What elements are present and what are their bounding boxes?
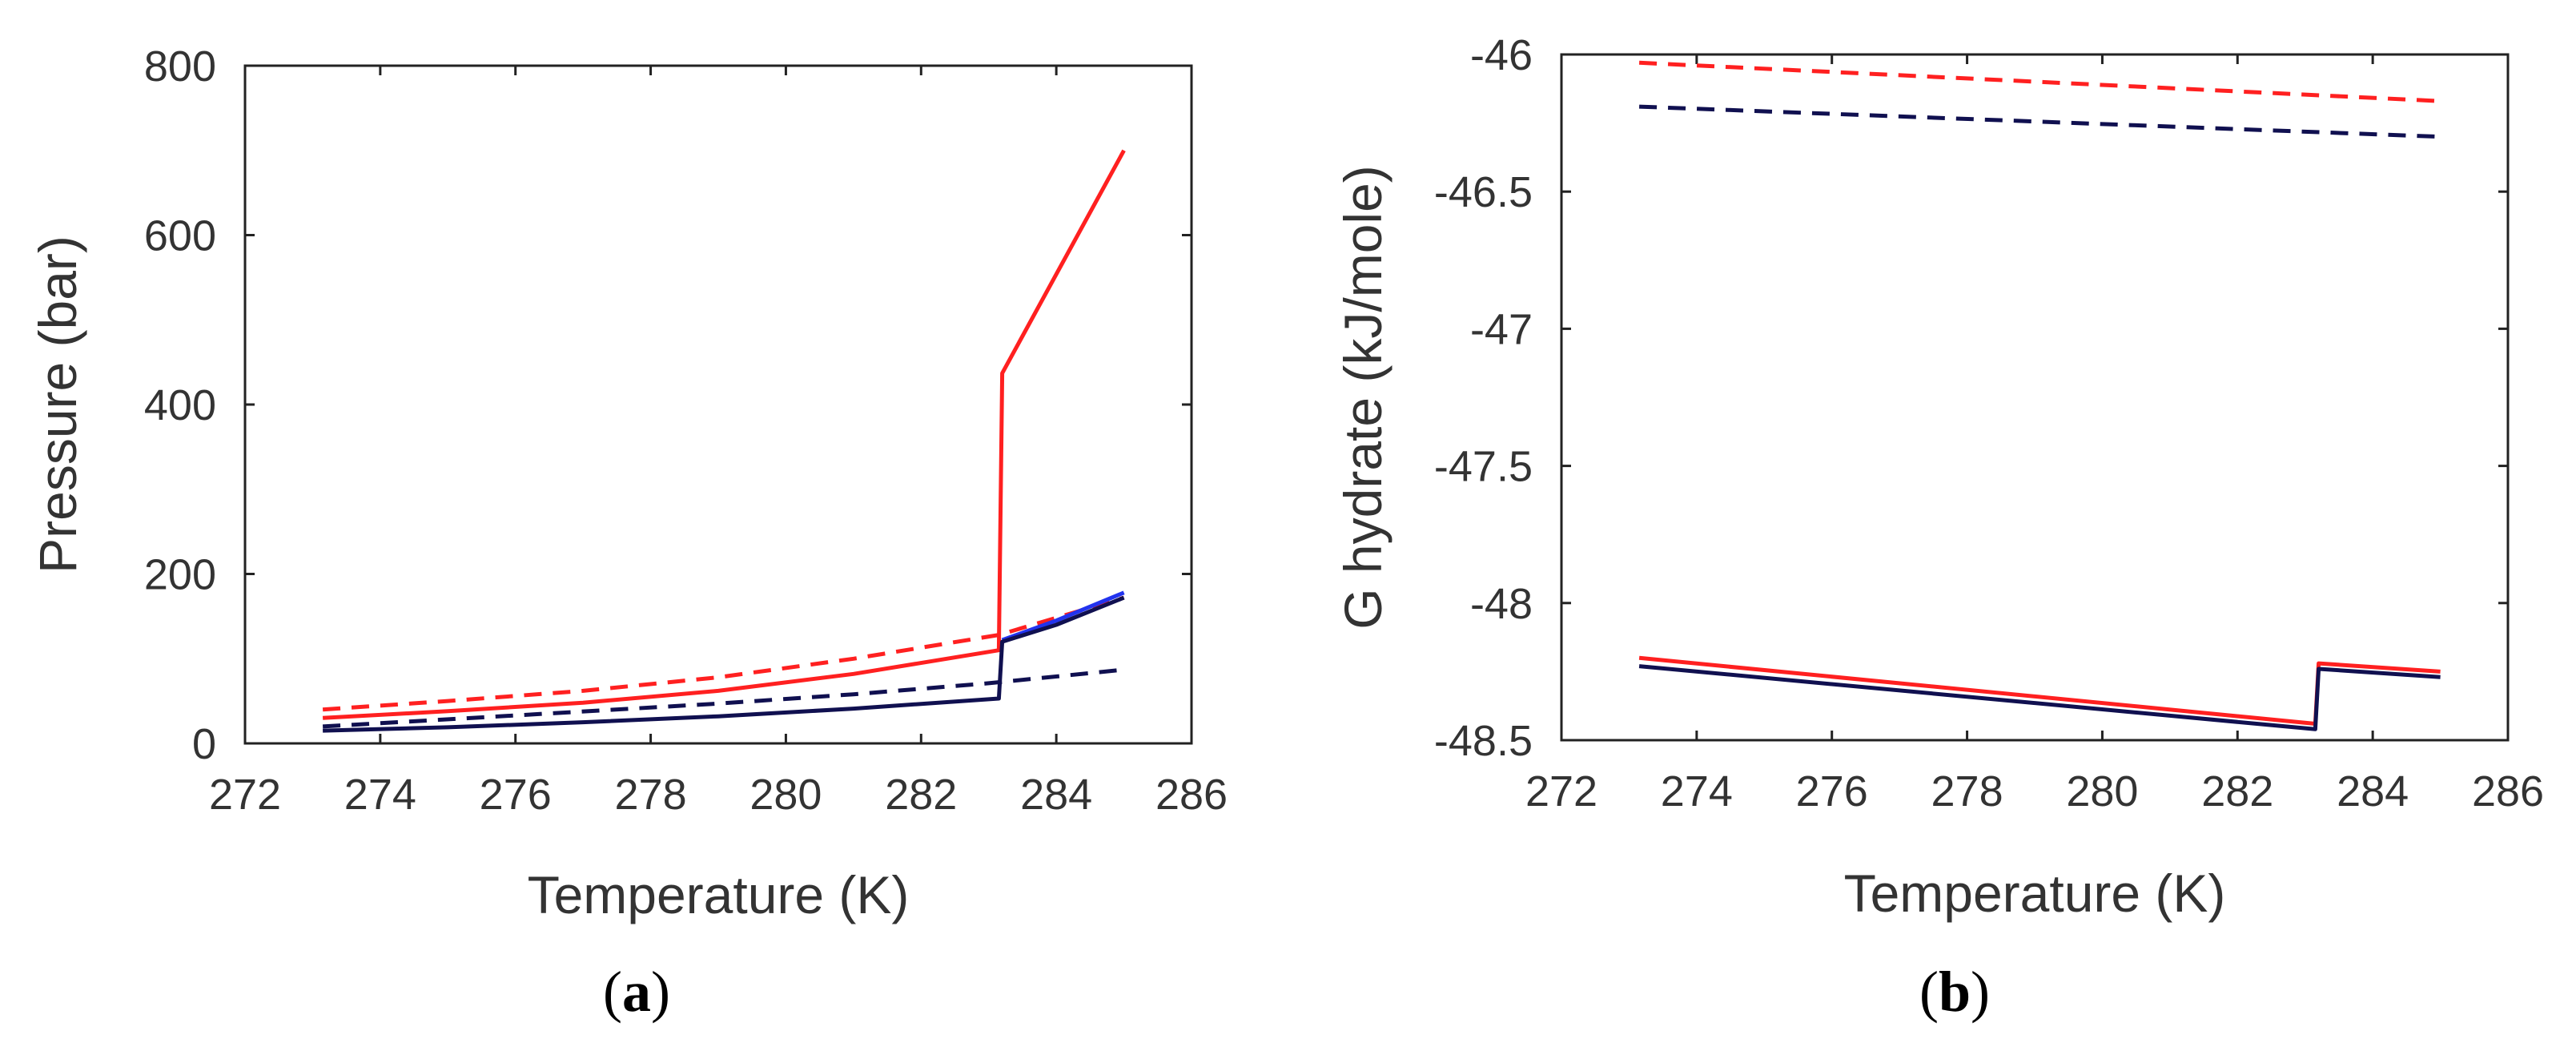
panel-b: 272 274 276 278 280 282 284 286 -46 -46.5 -47 -47.5… bbox=[1333, 31, 2544, 1024]
plot-frame-b bbox=[1560, 53, 2510, 742]
panel-label-a: (a) bbox=[603, 960, 670, 1024]
x-axis-label-b: Temperature (K) bbox=[1844, 864, 2226, 923]
y-axis-label-b: G hydrate (kJ/mole) bbox=[1333, 165, 1392, 630]
x-tick-label-a: 284 bbox=[1020, 771, 1092, 819]
x-axis-label-a: Temperature (K) bbox=[528, 865, 910, 924]
y-tick-label-a: 0 bbox=[192, 720, 216, 768]
series-red-dashed-b bbox=[1638, 60, 2441, 103]
x-tick-label-b: 280 bbox=[2066, 767, 2138, 815]
series-blue-solid-a bbox=[1001, 590, 1125, 642]
x-tick-label-b: 278 bbox=[1931, 767, 2003, 815]
x-tick-label-a: 282 bbox=[885, 771, 957, 819]
series-navy-solid-a bbox=[323, 595, 1125, 733]
y-tick-label-b: -46 bbox=[1470, 31, 1533, 79]
x-tick-label-a: 272 bbox=[209, 771, 281, 819]
y-tick-label-b: -48 bbox=[1470, 580, 1533, 628]
x-tick-label-a: 278 bbox=[615, 771, 687, 819]
series-red-dashed-a bbox=[322, 595, 1125, 712]
plot-frame-a bbox=[243, 64, 1193, 745]
y-axis-label-a: Pressure (bar) bbox=[28, 236, 87, 574]
y-tick-label-b: -47 bbox=[1470, 305, 1533, 353]
x-tick-label-a: 280 bbox=[749, 771, 822, 819]
y-tick-label-b: -48.5 bbox=[1434, 717, 1533, 765]
x-tick-label-b: 274 bbox=[1661, 767, 1733, 815]
x-tick-label-b: 272 bbox=[1525, 767, 1597, 815]
y-tick-label-a: 400 bbox=[144, 381, 216, 429]
y-tick-label-a: 200 bbox=[144, 551, 216, 599]
x-tick-label-a: 276 bbox=[480, 771, 552, 819]
series-navy-solid-b bbox=[1638, 664, 2441, 731]
series-red-solid-a bbox=[322, 149, 1126, 720]
series-b bbox=[1638, 60, 2441, 731]
y-tick-label-b: -47.5 bbox=[1434, 443, 1533, 491]
y-tick-label-b: -46.5 bbox=[1434, 168, 1533, 216]
series-navy-dashed-a bbox=[322, 667, 1124, 729]
x-tick-label-a: 286 bbox=[1155, 771, 1228, 819]
x-tick-label-b: 282 bbox=[2201, 767, 2273, 815]
ticks-b: 272 274 276 278 280 282 284 286 -46 -46.5 -47 -47.5… bbox=[1434, 31, 2544, 815]
series-navy-dashed-b bbox=[1639, 104, 2441, 139]
y-tick-label-a: 600 bbox=[144, 212, 216, 260]
series-a bbox=[322, 149, 1126, 733]
ticks-a: 272 274 276 278 280 282 284 286 0 200 400 600 800 bbox=[144, 42, 1228, 819]
panel-label-b: (b) bbox=[1919, 960, 1990, 1024]
y-tick-label-a: 800 bbox=[144, 42, 216, 91]
x-tick-label-a: 274 bbox=[344, 771, 416, 819]
x-tick-label-b: 276 bbox=[1796, 767, 1868, 815]
x-tick-label-b: 286 bbox=[2472, 767, 2544, 815]
panel-a: 272 274 276 278 280 282 284 286 0 200 400 600 800 Te… bbox=[28, 42, 1228, 1024]
x-tick-label-b: 284 bbox=[2337, 767, 2409, 815]
